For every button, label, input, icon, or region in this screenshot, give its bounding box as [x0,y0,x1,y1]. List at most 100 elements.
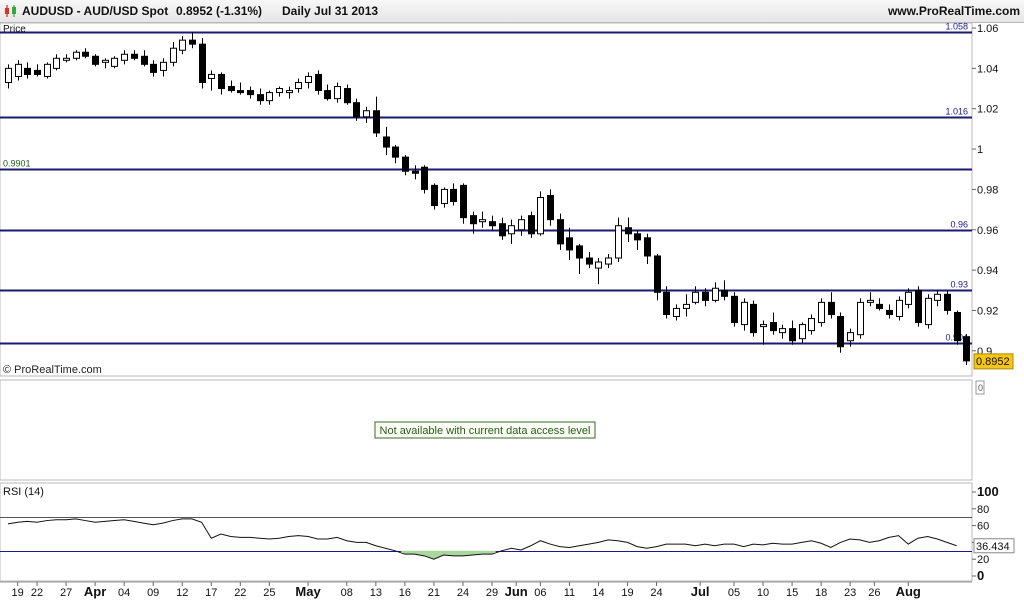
candle-up[interactable] [847,332,854,342]
candle-down[interactable] [189,39,196,45]
candle-up[interactable] [44,63,51,77]
candle-up[interactable] [615,225,622,259]
candle-down[interactable] [324,90,331,100]
candle-up[interactable] [683,303,690,309]
candle-up[interactable] [208,73,215,79]
candle-down[interactable] [431,184,438,207]
candle-up[interactable] [479,219,486,223]
candle-up[interactable] [934,293,941,301]
candle-down[interactable] [228,86,235,92]
candle-down[interactable] [24,67,31,75]
candle-up[interactable] [508,225,515,235]
candle-down[interactable] [789,328,796,342]
candle-up[interactable] [779,328,786,334]
candle-up[interactable] [518,219,525,231]
candle-down[interactable] [247,90,254,96]
candle-up[interactable] [857,301,864,336]
candle-up[interactable] [712,287,719,301]
candle-up[interactable] [286,90,293,94]
candle-up[interactable] [305,75,312,83]
candle-up[interactable] [276,88,283,94]
candle-up[interactable] [63,57,70,61]
candle-up[interactable] [808,318,815,332]
candle-up[interactable] [605,257,612,265]
candle-down[interactable] [586,257,593,265]
candle-down[interactable] [654,255,661,293]
candle-up[interactable] [818,301,825,324]
candle-up[interactable] [799,324,806,340]
candle-down[interactable] [237,90,244,94]
candle-up[interactable] [905,291,912,305]
candle-up[interactable] [673,307,680,317]
candle-down[interactable] [634,233,641,241]
candle-down[interactable] [547,194,554,221]
candle-up[interactable] [867,299,874,303]
candle-down[interactable] [499,223,506,237]
site-url[interactable]: www.ProRealTime.com [887,4,1020,18]
candle-up[interactable] [111,57,118,67]
candle-down[interactable] [828,301,835,315]
candle-up[interactable] [441,188,448,205]
rsi-line[interactable] [7,518,957,560]
candle-down[interactable] [663,291,670,315]
candle-down[interactable] [625,227,632,235]
candle-down[interactable] [199,43,206,83]
candle-down[interactable] [344,88,351,104]
candle-down[interactable] [731,295,738,324]
candle-down[interactable] [750,303,757,334]
candle-down[interactable] [257,94,264,102]
candle-down[interactable] [566,237,573,251]
candle-up[interactable] [170,47,177,63]
candle-up[interactable] [179,39,186,51]
candle-down[interactable] [876,303,883,309]
candle-down[interactable] [92,55,99,65]
candle-up[interactable] [295,82,302,90]
candle-down[interactable] [470,215,477,225]
candle-down[interactable] [528,215,535,235]
candle-up[interactable] [595,261,602,269]
candle-up[interactable] [363,110,370,118]
candle-down[interactable] [383,136,390,148]
candle-up[interactable] [53,57,60,69]
candle-up[interactable] [15,63,22,77]
candle-down[interactable] [131,53,138,59]
candle-down[interactable] [576,245,583,259]
candle-up[interactable] [760,324,767,328]
candle-up[interactable] [925,297,932,326]
candle-down[interactable] [460,184,467,219]
candle-down[interactable] [489,221,496,227]
candle-down[interactable] [412,170,419,174]
candle-down[interactable] [402,156,409,172]
candle-down[interactable] [450,188,457,203]
candle-down[interactable] [353,102,360,118]
candle-down[interactable] [150,63,157,73]
candle-down[interactable] [421,166,428,190]
candle-down[interactable] [721,289,728,297]
candle-down[interactable] [886,309,893,315]
candle-down[interactable] [373,110,380,134]
candle-up[interactable] [334,86,341,100]
candle-down[interactable] [954,311,961,342]
candle-up[interactable] [896,299,903,317]
candle-up[interactable] [266,92,273,102]
candle-down[interactable] [557,219,564,245]
candle-down[interactable] [963,336,970,362]
candle-down[interactable] [82,51,89,57]
candle-up[interactable] [741,301,748,326]
candle-down[interactable] [218,73,225,90]
candle-up[interactable] [5,67,12,83]
candle-down[interactable] [34,69,41,75]
candle-down[interactable] [141,55,148,65]
candle-up[interactable] [73,51,80,59]
candle-down[interactable] [837,316,844,348]
candle-up[interactable] [692,291,699,303]
candle-down[interactable] [702,291,709,301]
candle-down[interactable] [392,146,399,158]
candle-down[interactable] [770,322,777,332]
candle-up[interactable] [102,59,109,63]
candle-down[interactable] [915,289,922,324]
candle-up[interactable] [537,196,544,235]
candle-up[interactable] [160,61,167,71]
candle-down[interactable] [644,237,651,257]
